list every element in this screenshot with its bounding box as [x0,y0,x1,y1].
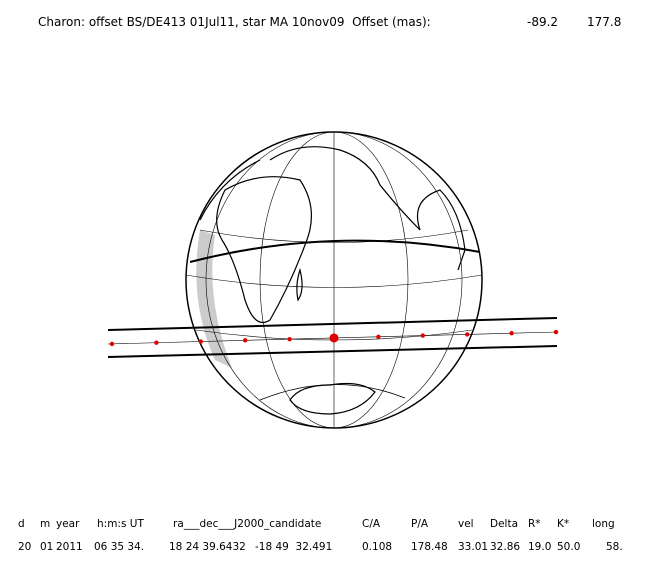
cell: 33.01 [458,541,488,553]
time-marker [465,332,470,337]
time-marker [420,333,425,338]
column-header: long [592,518,615,530]
title: Charon: offset BS/DE413 01Jul11, star MA… [38,15,431,29]
time-marker [509,331,514,336]
cell: 2011 [56,541,83,553]
cell: 19.0 [528,541,551,553]
column-header: K* [557,518,569,530]
time-marker [243,338,248,343]
time-marker [329,333,339,343]
time-marker [376,334,381,339]
column-header: Delta [490,518,518,530]
cell: -18 49 32.491 [255,541,332,553]
column-header: h:m:s UT [97,518,144,530]
column-header: d [18,518,25,530]
column-header: C/A [362,518,381,530]
column-header: year [56,518,80,530]
cell: 20 [18,541,31,553]
time-marker [109,341,115,347]
cell: 50.0 [557,541,580,553]
offset-ra: -89.2 [527,15,558,29]
cell: 01 [40,541,53,553]
time-markers [109,329,559,347]
cell: 0.108 [362,541,392,553]
column-header: vel [458,518,474,530]
time-marker [553,329,559,335]
time-marker [287,336,292,342]
globe [185,131,483,429]
column-header: P/A [411,518,429,530]
column-header: ra___dec___J2000_candidate [173,518,321,530]
event-table: d m year h:m:s UT ra___dec___J2000_candidate… [18,518,623,553]
offset-dec: 177.8 [587,15,621,29]
cell: 06 35 34. [94,541,144,553]
time-marker [154,340,159,345]
cell: 178.48 [411,541,448,553]
cell: 58. [606,541,623,553]
column-header: m [40,518,50,530]
column-header: R* [528,518,541,530]
cell: 18 24 39.6432 [169,541,246,553]
time-marker [198,339,203,344]
cell: 32.86 [490,541,520,553]
